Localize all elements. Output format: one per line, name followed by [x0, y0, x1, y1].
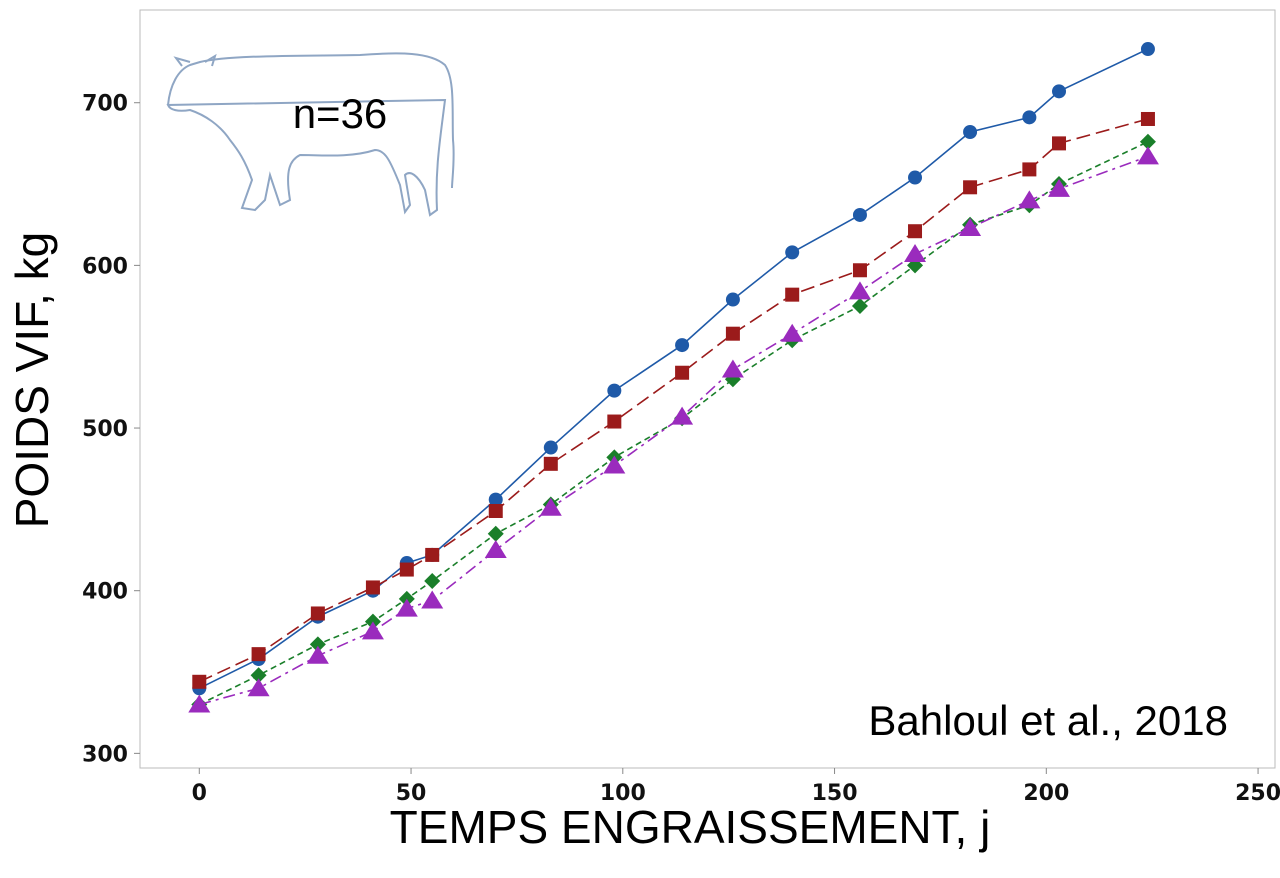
point: [851, 298, 868, 315]
point: [721, 359, 744, 378]
x-tick-label: 150: [812, 781, 858, 806]
y-tick-label: 300: [82, 742, 128, 767]
point: [725, 292, 740, 307]
x-axis-title: TEMPS ENGRAISSEMENT, j: [390, 801, 991, 853]
point: [785, 245, 800, 260]
point: [959, 217, 982, 236]
point: [1052, 84, 1067, 99]
point: [361, 621, 384, 640]
x-tick-label: 250: [1235, 781, 1280, 806]
plot-frame: [139, 9, 1276, 769]
point: [725, 326, 740, 341]
point: [484, 540, 507, 559]
point: [310, 606, 325, 621]
point: [603, 455, 626, 474]
point: [904, 243, 927, 262]
point: [675, 338, 690, 353]
y-tick-label: 700: [82, 92, 128, 117]
x-tick-label: 0: [192, 781, 207, 806]
point: [1140, 42, 1155, 57]
point: [539, 497, 562, 516]
point: [543, 440, 558, 455]
point: [487, 525, 504, 542]
point: [1022, 110, 1037, 125]
point: [488, 492, 503, 507]
series-line: [198, 141, 1149, 706]
point: [852, 207, 867, 222]
point: [785, 287, 800, 302]
point: [1048, 178, 1071, 197]
point: [306, 645, 329, 664]
point: [1139, 133, 1156, 150]
point: [671, 406, 694, 425]
point: [424, 572, 441, 589]
point: [852, 263, 867, 278]
point: [543, 456, 558, 471]
point: [1022, 162, 1037, 177]
point: [848, 281, 871, 300]
y-axis-title: POIDS VIF, kg: [6, 232, 58, 529]
point: [488, 503, 503, 518]
x-tick-label: 200: [1023, 781, 1069, 806]
point: [607, 383, 622, 398]
point: [908, 170, 923, 185]
point: [251, 647, 266, 662]
point: [607, 414, 622, 429]
point: [188, 694, 211, 713]
y-tick-label: 400: [82, 580, 128, 605]
point: [1136, 146, 1159, 165]
x-tick-label: 50: [396, 781, 427, 806]
point: [963, 124, 978, 139]
y-tick-label: 600: [82, 254, 128, 279]
point: [781, 323, 804, 342]
point: [192, 674, 207, 689]
point: [399, 562, 414, 577]
point: [250, 667, 267, 684]
point: [425, 547, 440, 562]
point: [365, 580, 380, 595]
sample-size: n=36: [293, 90, 388, 137]
series-line: [199, 155, 1149, 706]
point: [395, 598, 418, 617]
cow-illustration: [166, 52, 455, 217]
point: [1140, 111, 1155, 126]
point: [247, 678, 270, 697]
point: [309, 636, 326, 653]
series-line: [198, 48, 1149, 690]
series-line: [198, 118, 1149, 683]
point: [908, 224, 923, 239]
point: [1018, 190, 1041, 209]
x-tick-label: 100: [600, 781, 646, 806]
point: [1052, 136, 1067, 151]
point: [963, 180, 978, 195]
point: [421, 590, 444, 609]
y-tick-label: 500: [82, 417, 128, 442]
point: [675, 365, 690, 380]
source-note: Bahloul et al., 2018: [868, 697, 1228, 744]
